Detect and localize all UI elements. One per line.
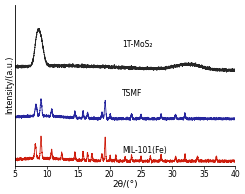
Y-axis label: Intensity/(a.u.): Intensity/(a.u.) bbox=[5, 56, 14, 114]
Text: TSMF: TSMF bbox=[122, 89, 143, 99]
Text: 1T-MoS₂: 1T-MoS₂ bbox=[122, 40, 153, 49]
Text: MIL-101(Fe): MIL-101(Fe) bbox=[122, 146, 167, 155]
X-axis label: 2θ/(°): 2θ/(°) bbox=[112, 180, 138, 189]
